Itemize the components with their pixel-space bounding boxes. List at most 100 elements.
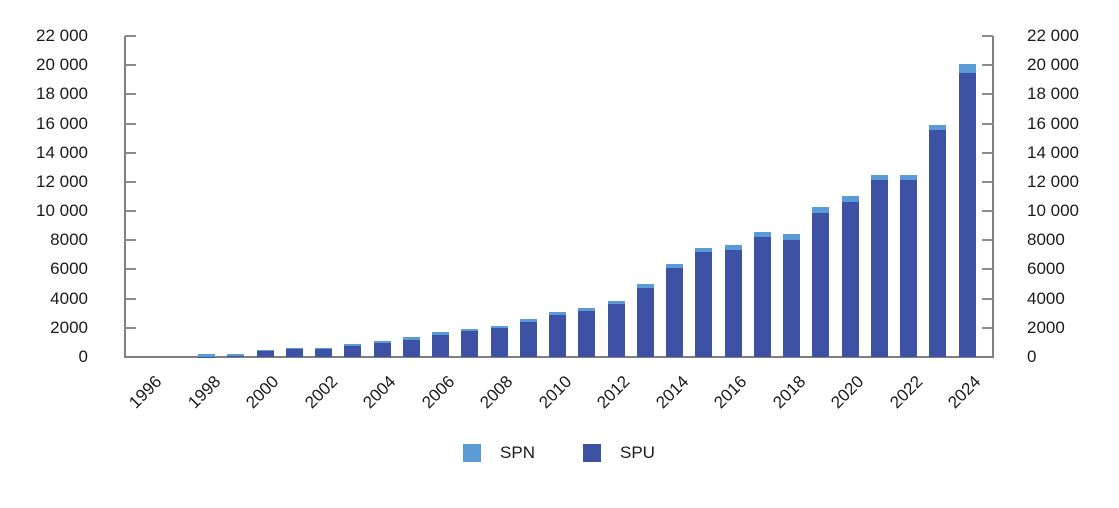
y-axis-tick-label-left: 18 000 xyxy=(36,84,88,104)
y-axis-tick-label-left: 6000 xyxy=(50,259,88,279)
bar-segment-spn-2008 xyxy=(490,325,508,328)
bar-segment-spu-2007 xyxy=(461,330,479,357)
y-axis-tick-label-right: 12 000 xyxy=(1027,171,1079,191)
y-axis-tick-mark-right xyxy=(982,122,993,125)
bar-segment-spn-2001 xyxy=(285,347,303,350)
bar-segment-spu-2019 xyxy=(812,213,830,357)
y-axis-tick-label-left: 20 000 xyxy=(36,55,88,75)
x-axis-tick-label: 2000 xyxy=(242,372,283,413)
bar-segment-spn-2010 xyxy=(549,312,566,316)
bar-segment-spn-1999 xyxy=(227,353,245,357)
x-axis-tick-label: 2020 xyxy=(827,372,868,413)
y-axis-tick-label-right: 14 000 xyxy=(1027,142,1079,162)
spn-color-swatch-icon xyxy=(463,444,482,462)
bar-segment-spn-2023 xyxy=(929,125,947,131)
y-axis-tick-label-left: 14 000 xyxy=(36,142,88,162)
bar-segment-spn-2019 xyxy=(812,207,830,214)
bar-segment-spu-2002 xyxy=(315,349,332,357)
bar-segment-spu-2016 xyxy=(724,249,742,357)
y-axis-tick-label-right: 4000 xyxy=(1027,288,1065,308)
bar-segment-spn-2007 xyxy=(461,328,479,331)
legend: SPN SPU xyxy=(125,443,993,463)
bar-segment-spn-2014 xyxy=(666,263,683,268)
y-axis-tick-label-left: 12 000 xyxy=(36,171,88,191)
y-axis-left-line xyxy=(124,36,126,358)
bar-segment-spn-2005 xyxy=(402,337,420,341)
bar-segment-spu-2012 xyxy=(607,303,625,357)
x-axis-tick-label: 2022 xyxy=(885,372,926,413)
bar-segment-spn-2022 xyxy=(900,174,917,181)
y-axis-tick-mark-right xyxy=(982,297,993,300)
y-axis-tick-mark-right xyxy=(982,151,993,154)
bar-segment-spn-2002 xyxy=(315,347,332,350)
x-axis-tick-label: 2008 xyxy=(476,372,517,413)
x-axis-tick-label: 2010 xyxy=(534,372,575,413)
y-axis-tick-label-right: 8000 xyxy=(1027,230,1065,250)
x-axis-line xyxy=(124,356,994,358)
y-axis-tick-label-left: 16 000 xyxy=(36,113,88,133)
y-axis-tick-mark-right xyxy=(982,210,993,213)
x-axis-tick-label: 2006 xyxy=(417,372,458,413)
legend-entry-spn: SPN xyxy=(463,443,535,463)
y-axis-right-line xyxy=(992,36,994,358)
y-axis-tick-mark-left xyxy=(125,64,136,67)
bar-segment-spn-2020 xyxy=(841,195,859,203)
y-axis-tick-label-left: 10 000 xyxy=(36,201,88,221)
y-axis-tick-mark-right xyxy=(982,239,993,242)
y-axis-tick-mark-right xyxy=(982,64,993,67)
bar-segment-spn-2013 xyxy=(636,284,654,288)
legend-label-spu: SPU xyxy=(620,443,655,462)
y-axis-tick-mark-right xyxy=(982,180,993,183)
y-axis-tick-label-right: 2000 xyxy=(1027,317,1065,337)
bar-segment-spu-2008 xyxy=(490,327,508,357)
y-axis-tick-label-right: 16 000 xyxy=(1027,113,1079,133)
bar-segment-spu-2021 xyxy=(870,180,888,357)
y-axis-tick-label-left: 2000 xyxy=(50,317,88,337)
y-axis-tick-label-right: 10 000 xyxy=(1027,201,1079,221)
y-axis-tick-mark-right xyxy=(982,93,993,96)
y-axis-tick-label-left: 8000 xyxy=(50,230,88,250)
bar-segment-spn-2016 xyxy=(724,244,742,250)
y-axis-tick-label-right: 18 000 xyxy=(1027,84,1079,104)
y-axis-tick-mark-right xyxy=(982,268,993,271)
bar-segment-spu-2014 xyxy=(666,267,683,357)
y-axis-tick-mark-left xyxy=(125,239,136,242)
bar-segment-spn-2012 xyxy=(607,300,625,304)
x-axis-tick-label: 1996 xyxy=(125,372,166,413)
x-axis-tick-label: 2018 xyxy=(768,372,809,413)
bar-segment-spu-2003 xyxy=(344,346,362,357)
y-axis-tick-mark-right xyxy=(982,35,993,37)
y-axis-tick-mark-left xyxy=(125,210,136,213)
bar-segment-spn-2003 xyxy=(344,343,362,347)
y-axis-tick-mark-left xyxy=(125,151,136,154)
y-axis-tick-mark-left xyxy=(125,35,136,37)
bar-segment-spn-2000 xyxy=(256,350,274,352)
bar-segment-spu-2024 xyxy=(958,73,976,357)
bar-segment-spn-2015 xyxy=(695,247,713,252)
y-axis-tick-mark-left xyxy=(125,122,136,125)
bar-segment-spu-2023 xyxy=(929,130,947,357)
bar-segment-spu-2011 xyxy=(578,311,596,357)
y-axis-tick-mark-left xyxy=(125,297,136,300)
y-axis-tick-mark-left xyxy=(125,326,136,329)
y-axis-tick-mark-left xyxy=(125,180,136,183)
y-axis-tick-mark-right xyxy=(982,326,993,329)
y-axis-tick-label-left: 22 000 xyxy=(36,26,88,45)
bar-segment-spn-2004 xyxy=(373,340,391,344)
bar-segment-spu-2013 xyxy=(636,287,654,357)
x-axis-tick-label: 1998 xyxy=(183,372,224,413)
y-axis-tick-mark-left xyxy=(125,268,136,271)
bar-segment-spn-2024 xyxy=(958,63,976,74)
bar-segment-spu-2020 xyxy=(841,202,859,357)
bar-segment-spn-2021 xyxy=(870,174,888,181)
bar-segment-spu-2017 xyxy=(753,236,771,357)
bar-segment-spn-1998 xyxy=(198,354,215,357)
bar-segment-spu-2000 xyxy=(256,351,274,357)
y-axis-tick-label-right: 22 000 xyxy=(1027,26,1079,45)
bar-segment-spn-2018 xyxy=(783,234,800,241)
bar-segment-spu-2010 xyxy=(549,315,566,357)
bar-segment-spu-2001 xyxy=(285,349,303,357)
y-axis-tick-label-right: 0 xyxy=(1027,347,1037,366)
bar-segment-spn-2017 xyxy=(753,231,771,237)
